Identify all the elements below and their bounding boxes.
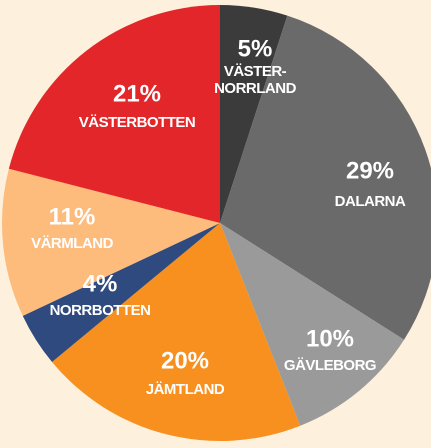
pie-slice xyxy=(52,223,301,441)
label-line: NORRLAND xyxy=(214,80,296,97)
category-label: DALARNA xyxy=(335,193,406,210)
value-label: 20% xyxy=(161,347,209,374)
category-label: VÄRMLAND xyxy=(31,235,113,252)
pie-slice xyxy=(2,168,221,316)
pie-slice xyxy=(220,5,288,223)
pie-slice xyxy=(220,15,431,340)
value-label: 11% xyxy=(49,203,96,230)
value-label: 5% xyxy=(238,35,273,62)
value-label: 29% xyxy=(346,157,394,184)
value-label: 10% xyxy=(306,325,354,352)
value-label: 21% xyxy=(113,80,161,107)
pie-slice xyxy=(220,223,405,426)
category-label: VÄSTERBOTTEN xyxy=(79,114,196,131)
category-label: JÄMTLAND xyxy=(146,381,225,398)
pie-slice xyxy=(8,5,220,223)
category-label: GÄVLEBORG xyxy=(284,357,376,374)
label-line: VÄSTER- xyxy=(224,63,287,80)
category-label: VÄSTER-NORRLAND xyxy=(214,63,296,97)
category-label: NORRBOTTEN xyxy=(50,302,151,319)
value-label: 4% xyxy=(83,270,118,297)
pie-slice xyxy=(22,223,220,362)
